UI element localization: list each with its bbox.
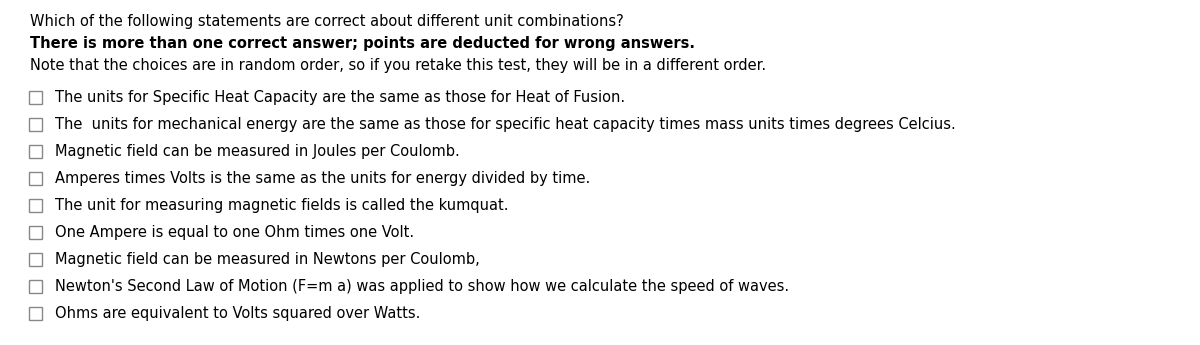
Text: There is more than one correct answer; points are deducted for wrong answers.: There is more than one correct answer; p… [30, 36, 695, 51]
Text: Magnetic field can be measured in Newtons per Coulomb,: Magnetic field can be measured in Newton… [55, 252, 480, 267]
Text: Which of the following statements are correct about different unit combinations?: Which of the following statements are co… [30, 14, 624, 29]
FancyBboxPatch shape [30, 118, 42, 131]
FancyBboxPatch shape [30, 227, 42, 239]
FancyBboxPatch shape [30, 199, 42, 213]
Text: Ohms are equivalent to Volts squared over Watts.: Ohms are equivalent to Volts squared ove… [55, 306, 420, 321]
Text: Note that the choices are in random order, so if you retake this test, they will: Note that the choices are in random orde… [30, 58, 766, 73]
Text: The  units for mechanical energy are the same as those for specific heat capacit: The units for mechanical energy are the … [55, 117, 955, 132]
Text: Newton's Second Law of Motion (F=m a) was applied to show how we calculate the s: Newton's Second Law of Motion (F=m a) wa… [55, 279, 790, 294]
Text: The units for Specific Heat Capacity are the same as those for Heat of Fusion.: The units for Specific Heat Capacity are… [55, 90, 625, 105]
FancyBboxPatch shape [30, 307, 42, 321]
FancyBboxPatch shape [30, 280, 42, 294]
Text: One Ampere is equal to one Ohm times one Volt.: One Ampere is equal to one Ohm times one… [55, 225, 414, 240]
Text: The unit for measuring magnetic fields is called the kumquat.: The unit for measuring magnetic fields i… [55, 198, 509, 213]
FancyBboxPatch shape [30, 146, 42, 158]
FancyBboxPatch shape [30, 91, 42, 105]
FancyBboxPatch shape [30, 172, 42, 186]
Text: Magnetic field can be measured in Joules per Coulomb.: Magnetic field can be measured in Joules… [55, 144, 460, 159]
FancyBboxPatch shape [30, 254, 42, 266]
Text: Amperes times Volts is the same as the units for energy divided by time.: Amperes times Volts is the same as the u… [55, 171, 590, 186]
